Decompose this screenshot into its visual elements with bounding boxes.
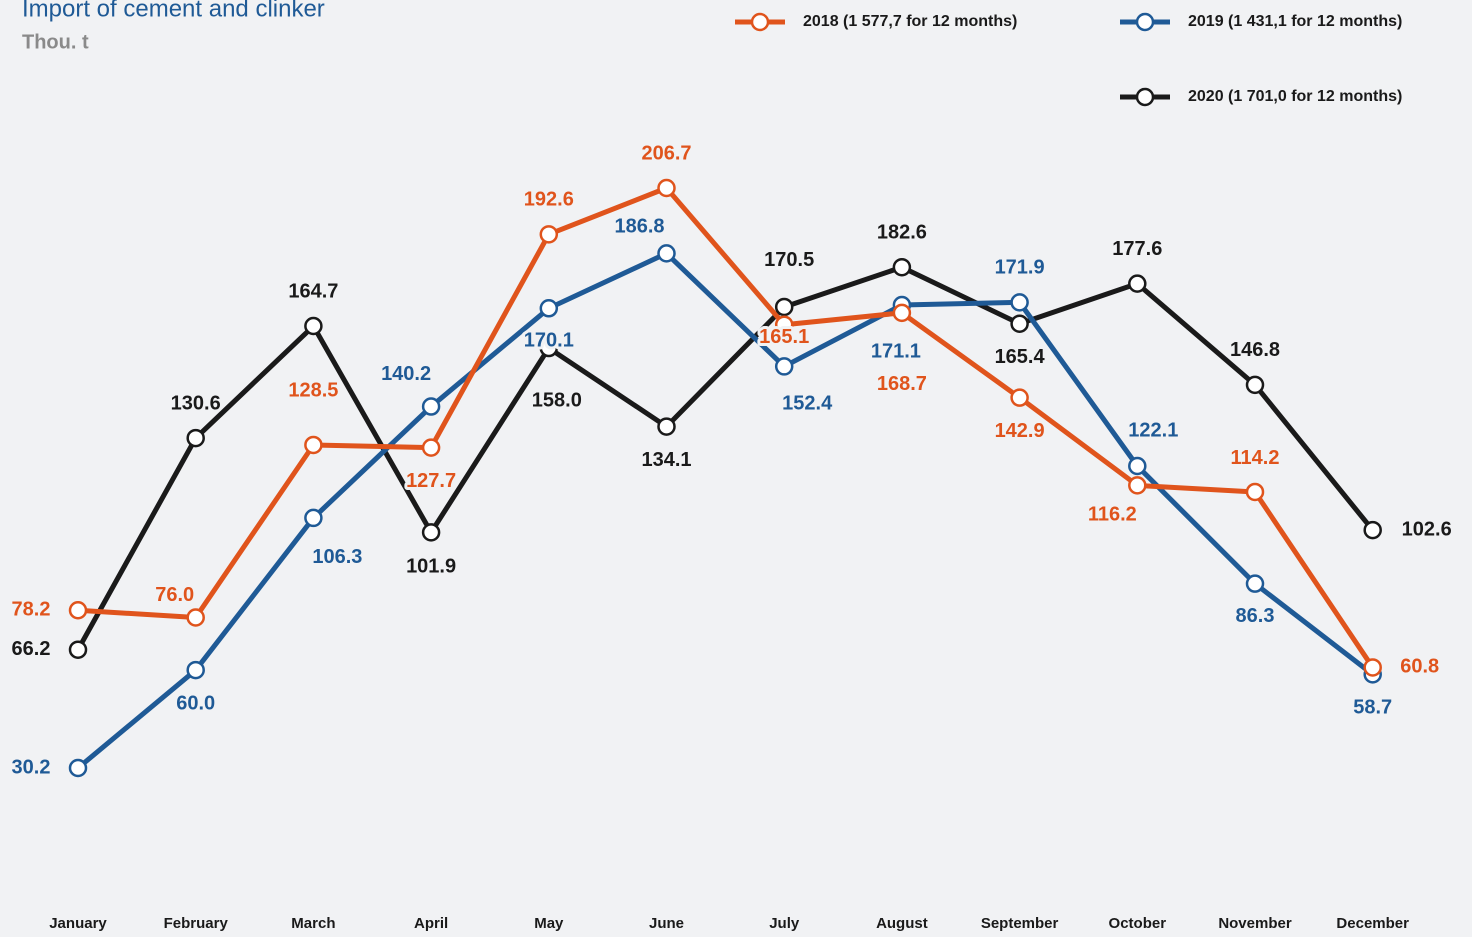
x-tick-label: November — [1218, 915, 1292, 932]
data-point — [1128, 274, 1147, 293]
data-point — [421, 438, 441, 457]
data-point — [1245, 574, 1265, 593]
x-tick-label: September — [981, 915, 1059, 932]
data-point — [186, 428, 205, 448]
data-point — [1245, 482, 1265, 502]
data-point — [892, 257, 912, 277]
data-label: 152.4 — [782, 393, 833, 415]
data-point — [1363, 520, 1382, 540]
x-tick-label: May — [534, 915, 564, 932]
legend-marker — [1135, 87, 1155, 107]
data-point — [1010, 314, 1029, 333]
data-label: 142.9 — [995, 420, 1045, 442]
series-line — [75, 264, 1375, 651]
data-label: 114.2 — [1231, 447, 1280, 469]
x-tick-label: December — [1336, 915, 1409, 932]
data-label: 60.0 — [176, 692, 215, 714]
data-label: 168.7 — [877, 373, 927, 395]
data-label: 165.1 — [759, 326, 809, 348]
data-point — [774, 297, 794, 317]
data-label: 165.4 — [995, 346, 1046, 368]
data-point — [421, 397, 441, 416]
x-tick-label: July — [769, 915, 800, 932]
data-label: 164.7 — [288, 280, 338, 302]
data-point — [892, 303, 912, 323]
data-point — [657, 244, 676, 263]
data-point — [1010, 293, 1029, 312]
data-point — [1128, 456, 1147, 476]
legend-marker — [750, 12, 770, 32]
data-label: 102.6 — [1402, 518, 1452, 540]
chart-title: Import of cement and clinker — [22, 0, 325, 22]
data-point — [186, 608, 205, 627]
data-label: 206.7 — [641, 142, 691, 164]
data-label: 106.3 — [312, 546, 362, 568]
data-point — [774, 315, 794, 334]
data-label: 182.6 — [877, 221, 927, 243]
data-label: 134.1 — [641, 449, 691, 471]
data-label: 192.6 — [524, 189, 574, 211]
data-point — [68, 601, 88, 620]
data-point — [539, 225, 559, 244]
data-point — [539, 299, 559, 318]
data-label: 101.9 — [406, 556, 456, 578]
data-label: 170.1 — [524, 330, 574, 352]
data-label: 186.8 — [614, 216, 664, 238]
data-point — [774, 357, 794, 376]
data-label: 86.3 — [1236, 605, 1275, 627]
data-point — [1010, 388, 1029, 407]
data-point — [1363, 658, 1382, 677]
data-point — [304, 508, 323, 528]
data-label: 130.6 — [171, 392, 221, 414]
data-label: 158.0 — [532, 389, 582, 411]
data-point — [68, 758, 88, 778]
data-label: 170.5 — [764, 249, 814, 271]
x-tick-label: February — [164, 915, 229, 932]
data-label: 78.2 — [12, 599, 51, 621]
x-tick-label: March — [291, 915, 335, 932]
data-label: 58.7 — [1353, 697, 1392, 719]
data-point — [68, 640, 88, 659]
data-point — [304, 316, 323, 336]
x-tick-label: October — [1109, 915, 1167, 932]
data-label: 127.7 — [406, 470, 456, 492]
data-point — [1128, 476, 1147, 495]
data-point — [186, 660, 205, 680]
data-point — [539, 338, 559, 358]
data-point — [421, 523, 441, 542]
legend-label: 2018 (1 577,7 for 12 months) — [803, 13, 1017, 30]
x-tick-label: June — [649, 915, 684, 932]
data-label: 60.8 — [1400, 656, 1439, 678]
data-label: 122.1 — [1128, 419, 1178, 441]
series-line — [77, 185, 1375, 669]
data-label: 66.2 — [12, 638, 51, 660]
data-label: 140.2 — [381, 363, 431, 385]
data-label: 76.0 — [155, 584, 194, 606]
x-tick-label: August — [876, 915, 928, 932]
legend-marker — [1135, 12, 1155, 32]
data-label: 30.2 — [12, 756, 51, 778]
data-label: 177.6 — [1112, 238, 1162, 260]
chart-subtitle: Thou. t — [22, 31, 89, 53]
legend-label: 2020 (1 701,0 for 12 months) — [1188, 88, 1402, 105]
data-point — [304, 435, 323, 455]
legend-label: 2019 (1 431,1 for 12 months) — [1188, 13, 1402, 30]
data-label: 116.2 — [1088, 504, 1137, 526]
data-label: 128.5 — [288, 379, 338, 401]
x-tick-label: January — [49, 915, 107, 932]
data-point — [1245, 375, 1265, 395]
data-point — [657, 417, 676, 436]
data-point — [657, 178, 676, 198]
data-label: 146.8 — [1230, 339, 1280, 361]
data-label: 171.9 — [995, 257, 1045, 279]
x-tick-label: April — [414, 915, 448, 932]
data-label: 171.1 — [871, 340, 921, 362]
